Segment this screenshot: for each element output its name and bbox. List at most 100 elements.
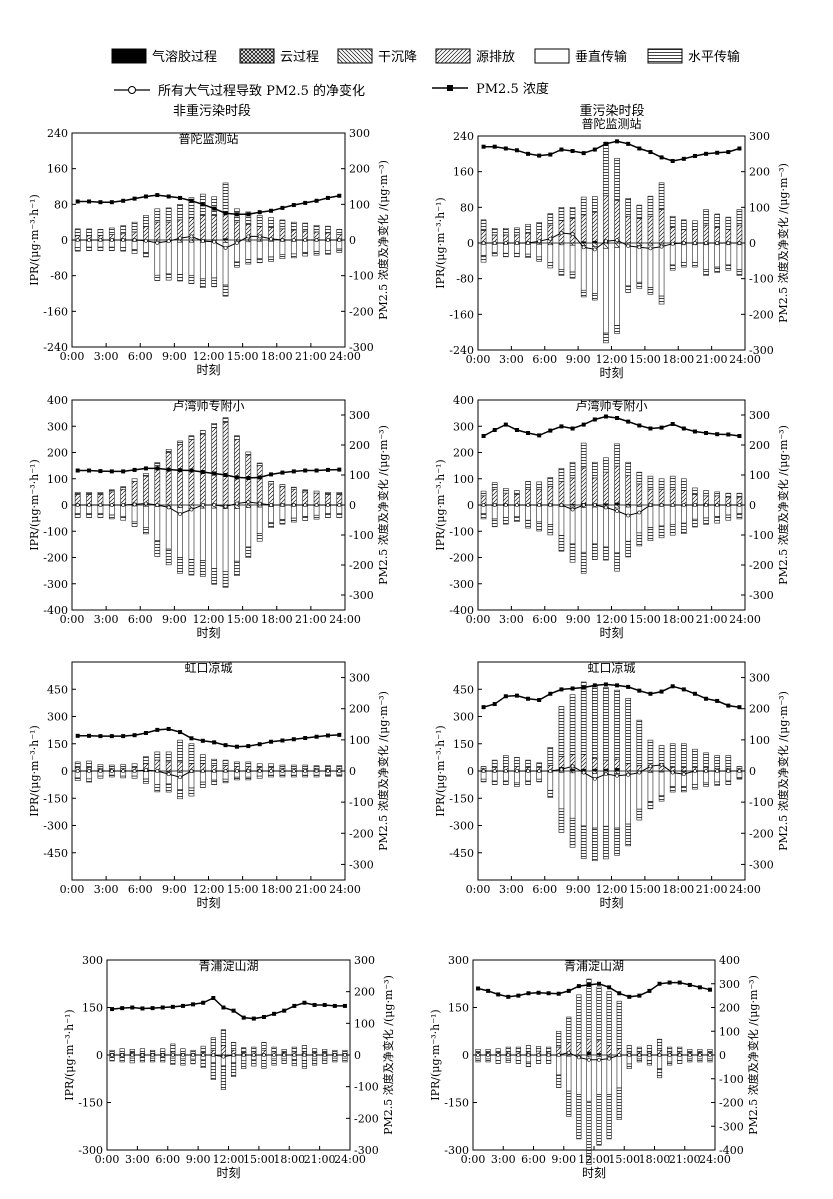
bar-horizontal <box>290 517 297 523</box>
bar-emission <box>547 486 554 506</box>
bar-dry-deposition <box>222 239 229 243</box>
bar-horizontal <box>514 782 520 787</box>
bar-horizontal <box>603 332 609 344</box>
bar-aerosol <box>614 502 620 506</box>
concentration-point <box>692 429 697 434</box>
bar-horizontal <box>647 475 654 490</box>
bar-horizontal <box>687 1049 693 1053</box>
bar-horizontal <box>714 516 720 524</box>
concentration-point <box>189 736 194 741</box>
concentration-point <box>492 702 497 707</box>
bar-horizontal <box>536 256 542 262</box>
y-left-tick-label: 150 <box>453 738 474 751</box>
bar-horizontal <box>97 492 104 495</box>
bar-horizontal <box>325 225 331 234</box>
x-tick-label: 21:00 <box>295 613 327 626</box>
bar-horizontal <box>74 513 81 518</box>
bar-vertical <box>514 771 520 784</box>
bar-vertical <box>199 771 206 783</box>
legend-net-marker-icon <box>128 86 136 94</box>
bar-horizontal <box>342 1049 348 1054</box>
bar-emission <box>154 465 161 506</box>
bar-horizontal <box>536 778 542 783</box>
concentration-point <box>302 1000 307 1005</box>
bar-horizontal <box>160 1056 166 1063</box>
bar-horizontal <box>658 182 665 210</box>
bar-vertical <box>188 772 195 789</box>
y-left-tick-label: 450 <box>47 683 68 696</box>
concentration-point <box>234 744 239 749</box>
net-change-point <box>87 769 91 773</box>
bar-horizontal <box>692 748 698 768</box>
concentration-point <box>223 473 228 477</box>
y-right-tick-label: -200 <box>349 559 374 572</box>
concentration-point <box>726 703 731 708</box>
concentration-point <box>155 193 160 198</box>
y-left-tick-label: -160 <box>449 308 474 321</box>
x-tick-label: 15:00 <box>243 1153 275 1166</box>
x-tick-label: 9:00 <box>186 1153 211 1166</box>
net-change-point <box>737 503 742 507</box>
bar-horizontal <box>313 514 320 520</box>
net-change-point <box>303 238 308 242</box>
net-change-point <box>503 503 508 507</box>
x-tick-label: 21:00 <box>669 1153 701 1166</box>
bar-horizontal <box>480 490 487 497</box>
bar-horizontal <box>503 488 509 494</box>
bar-horizontal <box>491 482 498 490</box>
bar-horizontal <box>536 762 542 768</box>
legend-item-aerosol: 气溶胶过程 <box>111 48 217 65</box>
concentration-point <box>586 982 591 987</box>
bar-horizontal <box>491 780 498 785</box>
y-left-axis-label: IPR/(μg·m⁻³·h⁻¹) <box>63 1009 76 1100</box>
concentration-point <box>155 727 160 732</box>
bar-horizontal <box>603 687 609 761</box>
concentration-point <box>166 194 171 199</box>
net-change-point <box>191 1053 195 1057</box>
bar-vertical <box>279 241 286 256</box>
x-tick-label: 6:00 <box>128 613 153 626</box>
y-right-tick-label: -100 <box>349 529 374 542</box>
net-change-point <box>659 503 664 507</box>
bar-horizontal <box>606 991 612 1046</box>
net-change-point <box>314 238 319 242</box>
concentration-point <box>548 152 553 157</box>
bar-horizontal <box>336 492 343 495</box>
bar-horizontal <box>656 1038 663 1051</box>
concentration-point <box>98 469 103 474</box>
concentration-line <box>477 981 711 998</box>
net-change-point <box>87 503 91 507</box>
x-axis-label: 时刻 <box>196 363 220 377</box>
bar-horizontal <box>714 755 720 769</box>
concentration-point <box>670 158 675 163</box>
net-change-point <box>98 769 103 773</box>
bar-horizontal <box>576 994 582 1043</box>
bar-emission <box>165 221 172 241</box>
net-change-point <box>566 1050 571 1055</box>
bar-vertical <box>647 772 654 802</box>
concentration-point <box>657 981 662 986</box>
x-tick-label: 9:00 <box>566 613 591 626</box>
concentration-point <box>325 733 330 738</box>
concentration-point <box>166 467 171 472</box>
bar-emission <box>669 488 676 506</box>
x-tick-label: 12:00 <box>193 883 225 896</box>
net-change-point <box>235 769 239 773</box>
bar-horizontal <box>536 481 542 490</box>
bar-horizontal <box>336 774 343 777</box>
net-change-point <box>604 239 608 244</box>
y-right-axis-label: PM2.5 浓度及净变化 /(μg·m⁻³) <box>776 425 790 585</box>
net-change-point <box>537 503 542 507</box>
y-left-tick-label: -450 <box>43 847 68 860</box>
concentration-point <box>592 683 597 688</box>
bar-horizontal <box>546 1060 552 1064</box>
bar-emission <box>220 1045 227 1056</box>
net-change-point <box>659 762 664 767</box>
y-right-tick-label: -300 <box>719 1120 744 1133</box>
concentration-point <box>726 432 731 437</box>
bar-horizontal <box>681 522 687 534</box>
concentration-point <box>121 469 126 474</box>
bar-horizontal <box>681 262 687 268</box>
net-change-point <box>481 503 486 507</box>
